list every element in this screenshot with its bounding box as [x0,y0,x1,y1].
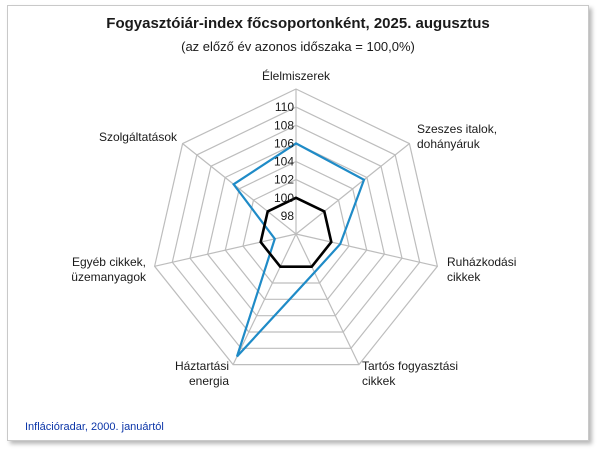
radial-tick-label: 106 [274,136,294,150]
source-footnote: Inflációradar, 2000. januártól [25,421,164,433]
radial-tick-label: 110 [275,100,294,114]
radial-tick-labels: 98 100 102 104 106 108 110 [274,100,294,223]
chart-title: Fogyasztóiár-index főcsoportonként, 2025… [106,15,490,32]
category-label: Egyéb cikkek, üzemanyagok [71,255,147,284]
category-label: Szolgáltatások [99,130,178,144]
series-line-index [232,142,366,358]
category-label: Ruházkodási cikkek [447,255,516,284]
category-labels: Élelmiszerek Szeszes italok, dohányáruk Ruh… [71,68,516,388]
category-label: Háztartási energia [175,359,229,388]
radial-tick-label: 98 [281,209,295,223]
grid-spoke [295,233,438,267]
grid-ring [224,160,368,300]
category-label: Tartós fogyasztási cikkek [362,359,458,388]
radar-grid [153,88,439,366]
grid-ring [171,106,421,349]
chart-frame: Fogyasztóiár-index főcsoportonként, 2025… [7,5,589,441]
radial-tick-label: 104 [274,155,294,169]
chart-subtitle: (az előző év azonos időszaka = 100,0%) [181,39,415,54]
category-label: Szeszes italok, dohányáruk [417,122,497,151]
grid-spoke [295,233,360,365]
series-line-reference-100 [259,196,333,269]
grid-ring [153,88,439,366]
radar-series [232,142,366,358]
grid-ring [189,124,403,333]
radial-tick-label: 102 [274,173,294,187]
grid-spoke [182,143,297,235]
grid-ring [206,142,386,317]
grid-spoke [154,233,297,267]
category-label: Élelmiszerek [262,68,331,83]
grid-spoke [295,143,410,235]
radial-tick-label: 108 [274,118,294,132]
radial-tick-label: 100 [274,191,294,205]
grid-spoke [232,233,297,365]
